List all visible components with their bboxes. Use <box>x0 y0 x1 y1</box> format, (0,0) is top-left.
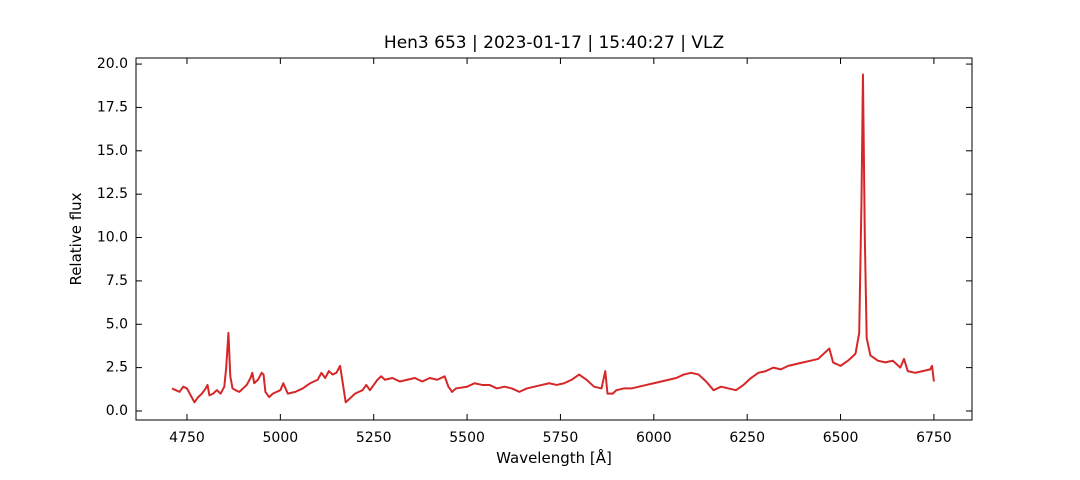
y-tick-label: 0.0 <box>106 403 128 419</box>
y-tick-label: 17.5 <box>97 99 128 115</box>
y-tick-label: 5.0 <box>106 316 128 332</box>
x-tick-label: 5500 <box>449 430 485 446</box>
y-tick-label: 7.5 <box>106 273 128 289</box>
plot-frame <box>135 57 973 421</box>
y-tick-label: 2.5 <box>106 360 128 376</box>
y-axis-label: Relative flux <box>67 192 85 285</box>
spectrum-line <box>171 73 935 404</box>
x-axis-label: Wavelength [Å] <box>496 448 612 467</box>
x-tick-label: 5750 <box>543 430 579 446</box>
x-tick-label: 5000 <box>263 430 299 446</box>
y-tick-label: 20.0 <box>97 56 128 72</box>
x-tick-label: 6000 <box>636 430 672 446</box>
x-tick-label: 6500 <box>823 430 859 446</box>
x-tick-label: 6750 <box>916 430 952 446</box>
y-tick-label: 15.0 <box>97 143 128 159</box>
x-tick-label: 5250 <box>356 430 392 446</box>
x-tick-label: 6250 <box>729 430 765 446</box>
y-tick-label: 12.5 <box>97 186 128 202</box>
chart-title: Hen3 653 | 2023-01-17 | 15:40:27 | VLZ <box>384 33 724 53</box>
y-tick-label: 10.0 <box>97 230 128 246</box>
x-tick-label: 4750 <box>169 430 205 446</box>
